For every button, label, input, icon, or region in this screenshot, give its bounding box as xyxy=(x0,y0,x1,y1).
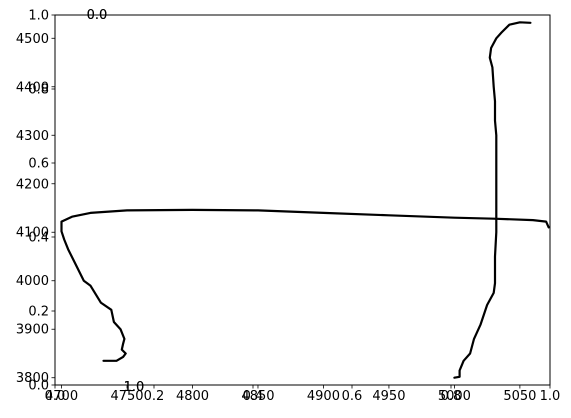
main_axes-y-tick-label: 4400 xyxy=(16,80,49,95)
main_axes-x-tick-label: 5050 xyxy=(503,389,536,404)
overlay_axes-x-tick-label: 0.0 xyxy=(45,389,66,404)
main_axes-y-tick-label: 4200 xyxy=(16,177,49,192)
series-line-1 xyxy=(60,208,550,362)
series-group xyxy=(60,21,550,379)
inset-tick-label: 0.0 xyxy=(87,8,108,23)
overlay_axes-y-tick-label: 0.6 xyxy=(28,157,49,172)
inset-tick-label: 0.0 xyxy=(87,8,108,23)
main_axes-x-tick-label: 4900 xyxy=(307,389,340,404)
main_axes-y-tick-label: 4100 xyxy=(16,226,49,241)
overlay_axes-y-tick-label: 1.0 xyxy=(28,9,49,24)
overlay_axes-x-tick-label: 1.0 xyxy=(540,389,561,404)
overlay_axes-x-tick-label: 0.6 xyxy=(342,389,363,404)
main_axes-y-tick-label: 4300 xyxy=(16,129,49,144)
overlay_axes-x-tick-label: 0.8 xyxy=(441,389,462,404)
overlay_axes-y-tick-label: 0.8 xyxy=(28,83,49,98)
inset-tick-label: 1.0 xyxy=(124,380,145,395)
plot-area xyxy=(54,14,551,386)
main_axes-x-tick-label: 4950 xyxy=(372,389,405,404)
main_axes-x-tick-label: 4700 xyxy=(45,389,78,404)
main_axes-y-tick-label: 3900 xyxy=(16,323,49,338)
main_axes-x-tick-label: 5000 xyxy=(438,389,471,404)
main_axes-x-tick-label: 4750 xyxy=(110,389,143,404)
inset-axes-1: 0.0 1.0 xyxy=(87,8,145,395)
overlay-axes-ticks: 0.0 0.2 0.4 0.6 0.8 1.0 0.0 0.2 0.4 0.6 0.8 1.0 xyxy=(28,9,560,405)
overlay_axes-y-tick-label: 0.2 xyxy=(28,305,49,320)
main_axes-y-tick-label: 4500 xyxy=(16,32,49,47)
inset-tick-label: 1.0 xyxy=(124,380,145,395)
overlay_axes-y-tick-label: 0.0 xyxy=(28,379,49,394)
overlay_axes-y-tick-label: 0.4 xyxy=(28,231,49,246)
inset-axes-ticks: 0.0 1.00.0 1.0 xyxy=(87,8,145,395)
inset-axes-0: 0.0 1.0 xyxy=(87,8,145,395)
overlay_axes-x-tick-label: 0.2 xyxy=(144,389,165,404)
overlay_axes-x-tick-label: 0.4 xyxy=(243,389,264,404)
main_axes-x-tick-label: 4800 xyxy=(176,389,209,404)
main_axes-x-tick-label: 4850 xyxy=(241,389,274,404)
series-line-2 xyxy=(453,21,532,379)
main_axes-y-tick-label: 4000 xyxy=(16,274,49,289)
main-axes-ticks: 4700 4750 4800 4850 4900 4950 5000 5050 3800 3900… xyxy=(16,32,537,404)
main_axes-y-tick-label: 3800 xyxy=(16,371,49,386)
